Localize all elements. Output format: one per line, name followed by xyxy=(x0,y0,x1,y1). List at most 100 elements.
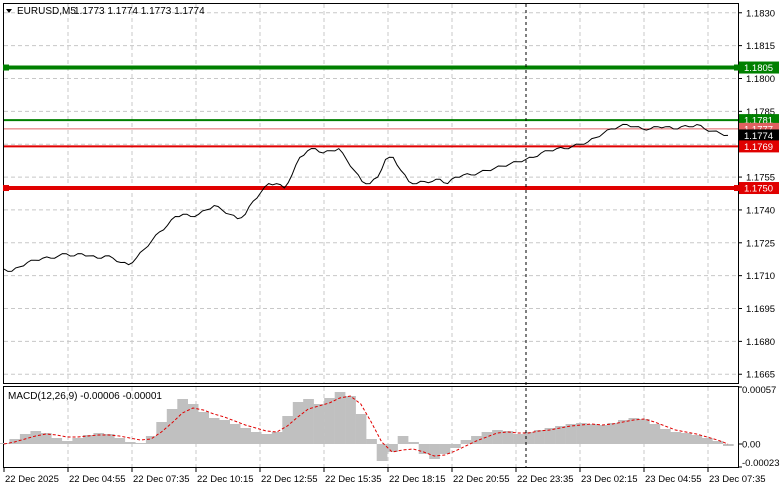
macd-bar xyxy=(670,432,682,444)
y-tick-label: 1.1680 xyxy=(746,337,775,348)
macd-bar xyxy=(334,392,346,444)
macd-bar xyxy=(135,443,147,444)
macd-bar xyxy=(61,441,73,444)
ohlc-values: 1.1773 1.1774 1.1773 1.1774 xyxy=(74,6,205,17)
macd-bar xyxy=(51,438,63,444)
macd-bar xyxy=(156,422,167,444)
macd-bar xyxy=(345,396,356,444)
level-handle[interactable] xyxy=(3,185,9,192)
macd-bar xyxy=(187,404,199,444)
macd-tick-label: 0.00 xyxy=(742,440,761,451)
macd-bar xyxy=(82,435,94,444)
x-tick-label: 22 Dec 04:55 xyxy=(69,474,126,485)
macd-bar xyxy=(145,436,157,444)
macd-bar xyxy=(303,399,314,444)
x-tick-label: 22 Dec 07:35 xyxy=(133,474,190,485)
symbol-menu-icon[interactable] xyxy=(6,9,12,13)
macd-bar xyxy=(628,418,640,444)
x-tick-label: 22 Dec 15:35 xyxy=(325,474,382,485)
level-tag-1.1750 xyxy=(739,182,779,195)
price-panel[interactable] xyxy=(3,3,739,384)
x-tick-label: 23 Dec 07:35 xyxy=(709,474,766,485)
level-tag-label: 1.1769 xyxy=(744,142,773,153)
x-tick-label: 23 Dec 02:15 xyxy=(581,474,638,485)
macd-bar xyxy=(597,425,608,444)
x-tick-label: 23 Dec 04:55 xyxy=(645,474,702,485)
y-tick-label: 1.1755 xyxy=(746,173,775,184)
macd-bar xyxy=(576,423,587,444)
macd-signal-line xyxy=(3,395,729,457)
level-handle[interactable] xyxy=(3,64,9,71)
macd-axis: 0.00057 0.00 -0.00023 xyxy=(738,385,780,469)
price-levels xyxy=(3,64,740,192)
y-tick-label: 1.1785 xyxy=(746,107,775,118)
macd-tick-label: 0.00057 xyxy=(742,385,776,396)
macd-bar xyxy=(366,439,377,444)
macd-bar xyxy=(114,438,126,444)
macd-bar xyxy=(660,429,671,444)
macd-bar xyxy=(408,442,419,444)
macd-bar xyxy=(555,426,566,444)
macd-bar xyxy=(607,423,619,444)
macd-bar xyxy=(639,419,650,444)
macd-bar xyxy=(618,420,629,444)
level-tag-1.1769 xyxy=(739,140,779,153)
level-tag-1.1805 xyxy=(739,61,779,74)
y-tick-label: 1.1830 xyxy=(746,8,775,19)
macd-bar xyxy=(166,409,178,444)
y-tick-label: 1.1740 xyxy=(746,205,775,216)
macd-bar xyxy=(355,414,367,444)
y-tick-label: 1.1710 xyxy=(746,271,775,282)
macd-bar xyxy=(523,432,535,444)
macd-bar xyxy=(376,444,388,461)
x-tick-label: 22 Dec 10:15 xyxy=(197,474,254,485)
x-tick-label: 22 Dec 23:35 xyxy=(517,474,574,485)
macd-bar xyxy=(649,424,661,444)
level-handle[interactable] xyxy=(734,185,740,192)
macd-bar xyxy=(40,433,52,444)
macd-bar xyxy=(208,418,220,444)
level-tag-label: 1.1781 xyxy=(744,116,773,127)
level-tag-label: 1.1805 xyxy=(744,63,773,74)
macd-series xyxy=(0,392,734,461)
macd-bar xyxy=(177,399,188,444)
macd-bar xyxy=(324,398,335,444)
macd-bar xyxy=(219,420,230,444)
level-handle[interactable] xyxy=(734,64,740,71)
symbol-label: EURUSD,M5 xyxy=(17,6,76,17)
price-series xyxy=(3,123,729,272)
x-tick-label: 22 Dec 18:15 xyxy=(389,474,446,485)
macd-bar xyxy=(103,434,115,444)
macd-bar xyxy=(387,444,398,452)
macd-bar xyxy=(72,438,84,444)
macd-bar xyxy=(723,444,734,446)
macd-bar xyxy=(397,436,409,444)
macd-bar xyxy=(481,432,493,444)
macd-bar xyxy=(439,444,451,454)
y-tick-label: 1.1800 xyxy=(746,74,775,85)
macd-tick-label: -0.00023 xyxy=(742,458,780,469)
macd-bar xyxy=(702,438,713,444)
x-tick-label: 22 Dec 12:55 xyxy=(261,474,318,485)
macd-label: MACD(12,26,9) -0.00006 -0.00001 xyxy=(8,391,162,402)
y-tick-label: 1.1725 xyxy=(746,238,775,249)
macd-bar xyxy=(691,435,703,444)
time-axis[interactable]: 22 Dec 2025 22 Dec 04:55 22 Dec 07:35 22 De… xyxy=(3,468,766,485)
x-tick-label: 22 Dec 2025 xyxy=(5,474,59,485)
macd-bar xyxy=(313,404,325,444)
macd-bar xyxy=(240,428,251,444)
macd-bar xyxy=(450,444,461,448)
level-tag-label: 1.1774 xyxy=(744,131,773,142)
macd-bar xyxy=(544,428,556,444)
macd-bar xyxy=(229,424,241,444)
macd-bar xyxy=(586,424,598,444)
macd-bar xyxy=(198,412,209,444)
price-line xyxy=(3,123,729,272)
macd-bar xyxy=(513,434,524,444)
macd-bar xyxy=(712,441,724,444)
macd-bar xyxy=(271,432,283,444)
y-tick-label: 1.1665 xyxy=(746,370,775,381)
macd-bar xyxy=(429,444,440,459)
